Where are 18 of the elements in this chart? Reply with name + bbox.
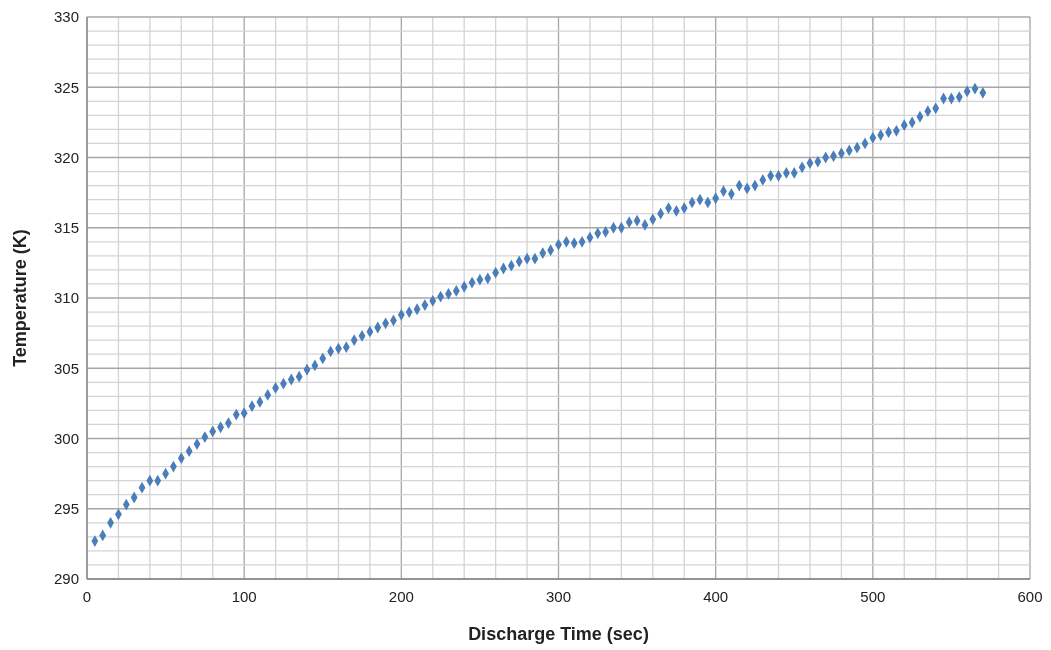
- y-tick-label: 325: [53, 78, 79, 96]
- x-tick-label: 200: [388, 588, 414, 605]
- x-tick-label: 100: [231, 588, 257, 605]
- y-tick-label: 295: [53, 500, 79, 517]
- y-tick-label: 330: [53, 8, 79, 26]
- x-tick-label: 500: [860, 588, 886, 605]
- y-tick-label: 320: [53, 148, 79, 166]
- y-tick-label: 290: [53, 570, 79, 588]
- x-tick-label: 300: [545, 588, 572, 605]
- x-tick-label: 400: [703, 588, 729, 605]
- y-tick-label: 315: [53, 219, 79, 236]
- y-axis-title: Temperature (K): [10, 229, 30, 367]
- y-tick-label: 305: [53, 359, 79, 377]
- y-tick-label: 300: [53, 429, 79, 447]
- x-axis-title: Discharge Time (sec): [468, 624, 649, 644]
- x-tick-label: 0: [82, 588, 92, 605]
- x-tick-label: 600: [1017, 588, 1043, 605]
- y-tick-label: 310: [53, 289, 79, 307]
